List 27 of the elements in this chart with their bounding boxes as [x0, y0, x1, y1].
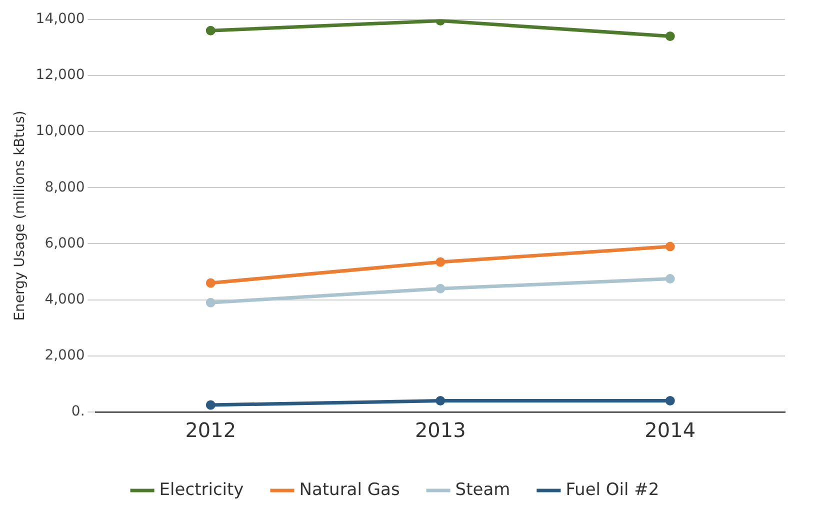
point — [206, 298, 216, 308]
point — [665, 31, 675, 41]
point — [436, 257, 446, 267]
y-tick-label: 8,000 — [44, 179, 85, 196]
point — [665, 396, 675, 406]
point — [206, 26, 216, 36]
point — [206, 278, 216, 288]
y-tick-label: 4,000 — [44, 291, 85, 308]
point — [436, 284, 446, 294]
y-tick-label: 0. — [71, 404, 85, 420]
legend-label: Fuel Oil #2 — [566, 480, 660, 500]
legend-label: Steam — [455, 480, 510, 500]
x-tick-label: 2012 — [185, 418, 236, 442]
point — [665, 242, 675, 252]
y-tick-label: 14,000 — [36, 11, 85, 28]
legend-label: Natural Gas — [299, 480, 400, 500]
y-tick-label: 10,000 — [36, 123, 85, 140]
x-tick-label: 2013 — [414, 418, 466, 442]
y-axis-title: Energy Usage (millions kBtus) — [12, 110, 28, 321]
legend-label: Electricity — [159, 480, 244, 500]
point — [665, 274, 675, 284]
point — [436, 396, 446, 406]
y-tick-label: 6,000 — [44, 235, 85, 252]
point — [206, 400, 216, 410]
x-tick-label: 2014 — [644, 418, 696, 442]
y-tick-label: 2,000 — [44, 348, 85, 364]
y-tick-label: 12,000 — [36, 67, 85, 84]
